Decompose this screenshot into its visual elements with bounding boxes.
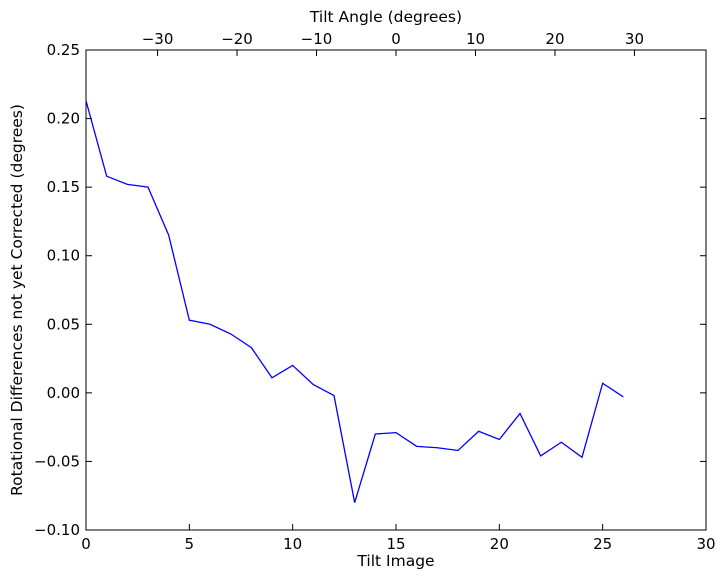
series-line [85, 100, 624, 503]
top-x-tick-label: 10 [466, 30, 485, 48]
x-axis-label: Tilt Image [356, 552, 434, 570]
top-x-tick-label: 30 [625, 30, 644, 48]
x-tick-label: 30 [696, 535, 715, 553]
y-tick-label: −0.10 [34, 521, 80, 539]
y-tick-label: 0.00 [47, 384, 80, 402]
top-x-tick-label: −10 [301, 30, 333, 48]
top-x-axis-label: Tilt Angle (degrees) [309, 8, 462, 26]
y-tick-label: 0.10 [47, 247, 80, 265]
top-x-tick-label: 20 [545, 30, 564, 48]
top-x-tick-label: −20 [221, 30, 253, 48]
y-tick-label: 0.20 [47, 110, 80, 128]
tick-labels: 0 5 10 15 20 25 30 −30 −20 −10 0 10 20 30 −0.10 −0.05 0.… [34, 30, 716, 553]
y-tick-label: 0.25 [47, 41, 80, 59]
y-axis-label: Rotational Differences not yet Corrected… [8, 104, 26, 496]
x-tick-label: 25 [593, 535, 612, 553]
tick-marks [85, 49, 707, 531]
x-tick-label: 15 [386, 535, 405, 553]
plot-area [85, 49, 707, 531]
x-tick-label: 0 [81, 535, 91, 553]
y-tick-label: −0.05 [34, 452, 80, 470]
y-tick-label: 0.05 [47, 315, 80, 333]
top-x-tick-label: −30 [142, 30, 174, 48]
y-tick-label: 0.15 [47, 178, 80, 196]
x-tick-label: 10 [283, 535, 302, 553]
top-x-tick-label: 0 [391, 30, 401, 48]
x-tick-label: 5 [185, 535, 195, 553]
x-tick-label: 20 [490, 535, 509, 553]
